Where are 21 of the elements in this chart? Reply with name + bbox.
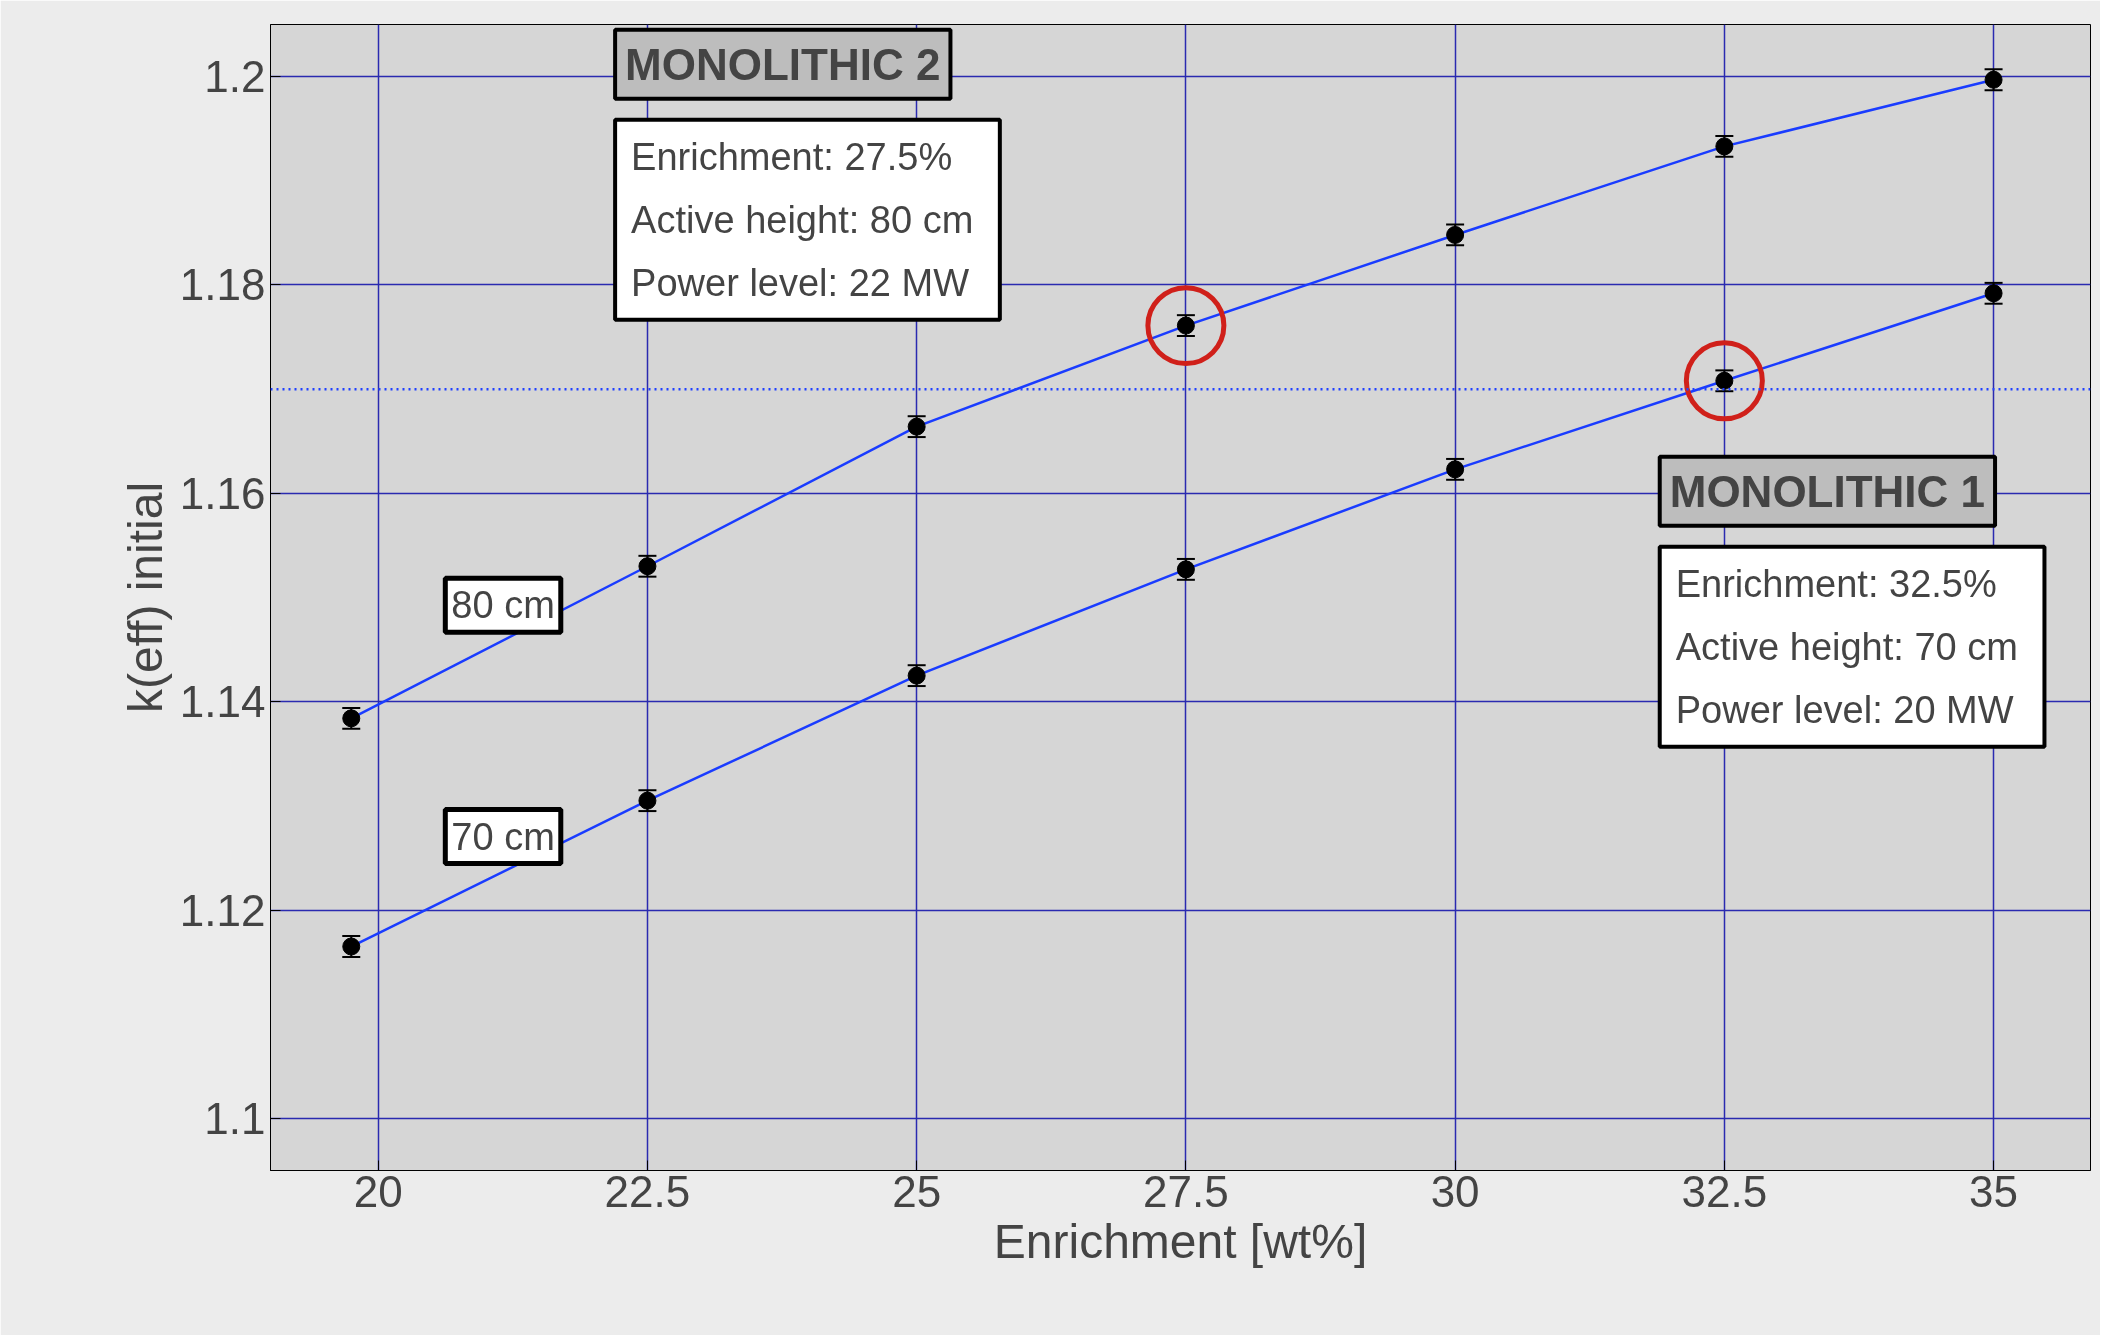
annotation: MONOLITHIC 2 Enrichment: 27.5% Active height: 80 cm Power level: 22 MW	[625, 39, 974, 304]
x-tick-label: 30	[1430, 1166, 1480, 1216]
annotation: MONOLITHIC 1 Enrichment: 32.5% Active height: 70 cm Power level: 20 MW	[1669, 466, 2018, 731]
point	[1145, 285, 1227, 367]
y-tick-label: 1.18	[179, 260, 266, 310]
x-tick-label: 32.5	[1681, 1166, 1768, 1216]
y-tick-label: 1.16	[179, 468, 266, 518]
x-tick-label: 35	[1969, 1166, 2019, 1216]
y-tick-label: 1.2	[204, 52, 266, 102]
y-tick-label: 1.12	[179, 885, 266, 935]
y-axis-title: k(eff) initial	[118, 481, 172, 714]
point	[1683, 340, 1765, 422]
y-tick-label: 1.14	[179, 677, 266, 727]
y-tick-label: 1.1	[204, 1093, 266, 1143]
x-tick-label: 20	[353, 1166, 403, 1216]
series-label: 80 cm	[451, 584, 555, 627]
series-label: 70 cm	[451, 815, 555, 858]
x-axis-title: Enrichment [wt%]	[993, 1214, 1368, 1268]
x-tick-label: 25	[892, 1166, 942, 1216]
x-tick-label: 22.5	[604, 1166, 691, 1216]
x-tick-label: 27.5	[1143, 1166, 1229, 1216]
